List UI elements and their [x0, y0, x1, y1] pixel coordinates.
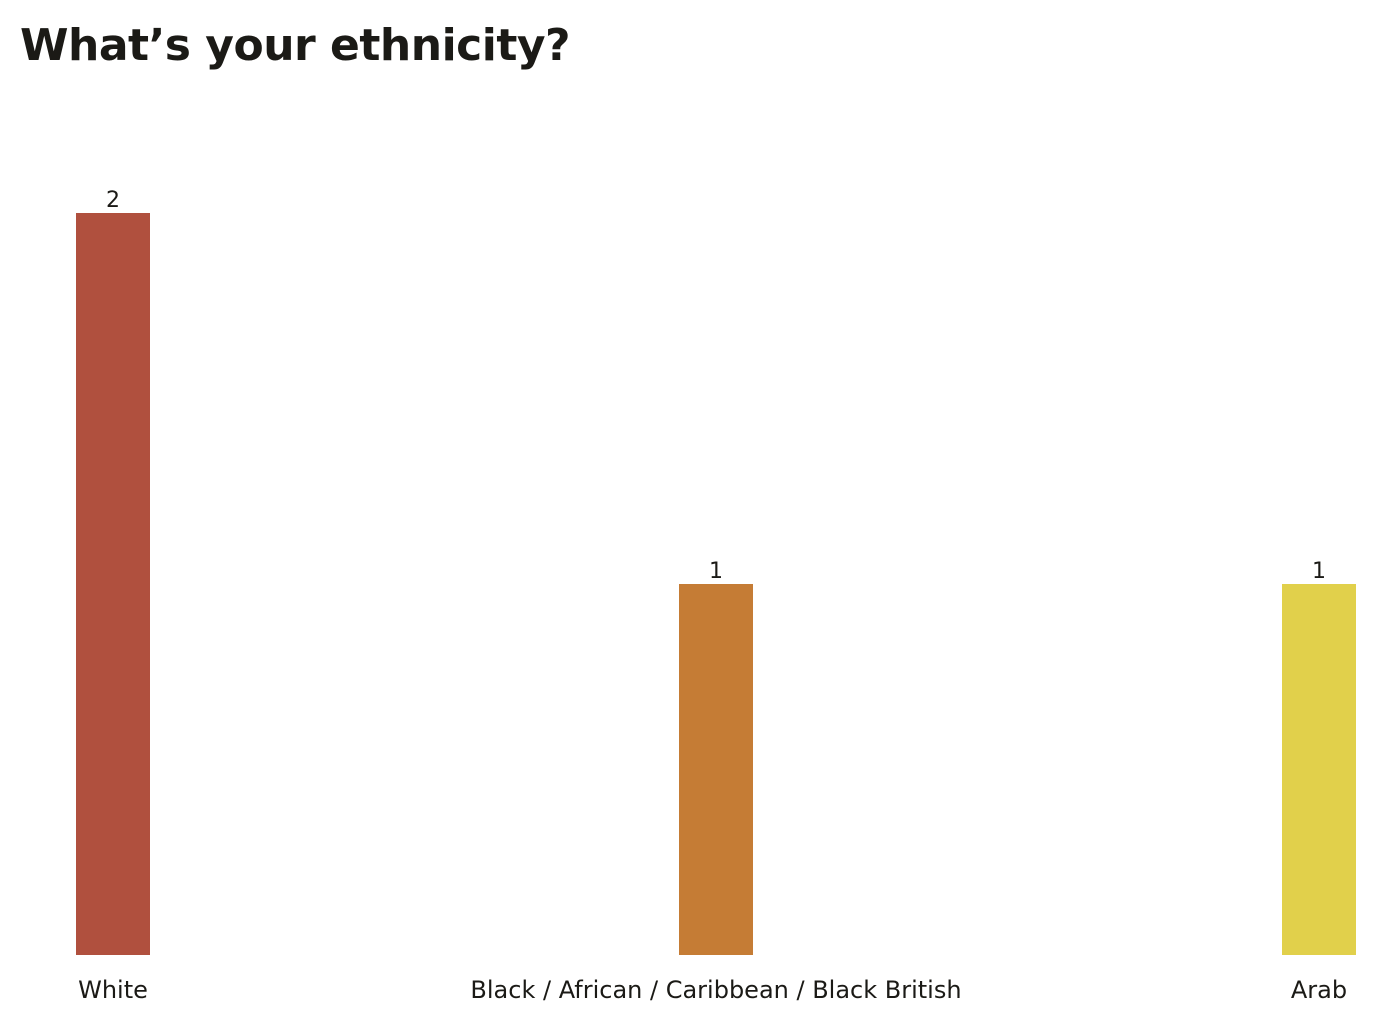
- category-label-1: Black / African / Caribbean / Black Brit…: [470, 976, 961, 1004]
- bar-value-label-0: 2: [106, 188, 120, 213]
- bar-2: [1282, 584, 1356, 955]
- category-label-2: Arab: [1291, 976, 1347, 1004]
- category-label-0: White: [78, 976, 148, 1004]
- bar-1: [679, 584, 753, 955]
- bar-value-label-2: 1: [1312, 559, 1326, 584]
- chart-title: What’s your ethnicity?: [20, 20, 571, 71]
- bar-value-label-1: 1: [709, 559, 723, 584]
- bar-0: [76, 213, 150, 955]
